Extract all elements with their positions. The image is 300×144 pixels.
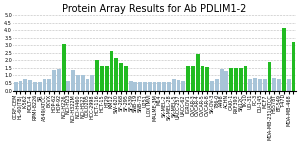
Bar [100, 66, 104, 91]
Bar [85, 78, 89, 91]
Bar [124, 66, 128, 91]
Bar [186, 66, 190, 91]
Bar [28, 80, 32, 91]
Bar [224, 71, 228, 91]
Bar [191, 66, 195, 91]
Bar [292, 42, 295, 91]
Bar [90, 75, 94, 91]
Bar [272, 78, 276, 91]
Bar [253, 78, 257, 91]
Bar [172, 79, 175, 91]
Bar [105, 66, 109, 91]
Bar [148, 82, 152, 91]
Bar [71, 70, 75, 91]
Bar [244, 66, 248, 91]
Bar [167, 82, 171, 91]
Bar [220, 69, 224, 91]
Bar [182, 81, 185, 91]
Bar [52, 70, 56, 91]
Bar [248, 78, 252, 91]
Bar [67, 81, 70, 91]
Bar [110, 51, 113, 91]
Bar [205, 67, 209, 91]
Bar [143, 82, 147, 91]
Bar [138, 82, 142, 91]
Bar [158, 82, 161, 91]
Bar [234, 68, 238, 91]
Bar [33, 82, 37, 91]
Bar [153, 82, 157, 91]
Bar [196, 54, 200, 91]
Bar [57, 69, 61, 91]
Bar [14, 82, 18, 91]
Title: Protein Array Results for Ab PDLIM1-2: Protein Array Results for Ab PDLIM1-2 [62, 4, 247, 14]
Bar [258, 79, 262, 91]
Bar [268, 62, 272, 91]
Bar [76, 75, 80, 91]
Bar [23, 79, 27, 91]
Bar [210, 81, 214, 91]
Bar [43, 79, 46, 91]
Bar [62, 44, 65, 91]
Bar [177, 80, 180, 91]
Bar [263, 78, 267, 91]
Bar [277, 78, 281, 91]
Bar [19, 81, 22, 91]
Bar [200, 66, 204, 91]
Bar [129, 81, 133, 91]
Bar [81, 75, 85, 91]
Bar [239, 68, 243, 91]
Bar [287, 78, 291, 91]
Bar [229, 68, 233, 91]
Bar [114, 58, 118, 91]
Bar [282, 28, 286, 91]
Bar [215, 79, 219, 91]
Bar [38, 82, 42, 91]
Bar [162, 82, 166, 91]
Bar [119, 63, 123, 91]
Bar [134, 82, 137, 91]
Bar [47, 78, 51, 91]
Bar [95, 60, 99, 91]
